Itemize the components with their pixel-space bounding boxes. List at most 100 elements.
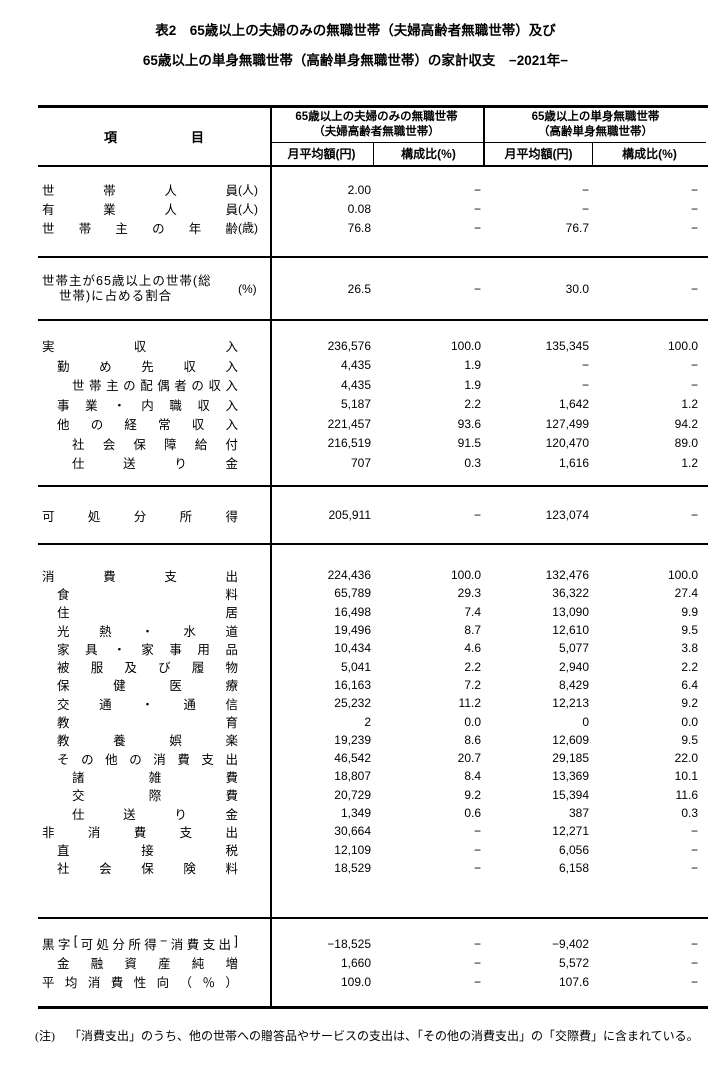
value-cell: 30.0 (565, 281, 589, 296)
item-label-char: 得 (225, 509, 238, 524)
item-label-char: ・ (141, 697, 154, 712)
value-cell: 4.6 (464, 641, 481, 656)
item-label-char: 険 (183, 862, 196, 877)
item-column-header-char: 目 (190, 130, 204, 145)
item-label-char: 世 (42, 184, 55, 198)
value-cell: 10.1 (674, 769, 698, 784)
item-label-char: そ (57, 752, 70, 767)
value-cell: − (473, 955, 481, 970)
item-label-char: 増 (225, 957, 238, 971)
value-cell: − (473, 936, 481, 951)
value-cell: 107.6 (558, 974, 589, 989)
item-label-justified: 被服及び履物 (57, 657, 238, 676)
value-cell: − (690, 936, 698, 951)
item-label-char: 事 (169, 642, 182, 657)
item-label: 黒字[可処分所得 − 消費支出] (38, 934, 270, 953)
value-cell: 1.2 (681, 455, 698, 470)
couple-group-header: 65歳以上の夫婦のみの無職世帯 （夫婦高齢者無職世帯） 月平均額(円) 構成比(… (270, 108, 485, 165)
item-column-header-label: 項目 (104, 127, 204, 146)
value-cell: − (690, 182, 698, 197)
item-label: 事業・内職収入 (38, 395, 270, 414)
value-cell: 18,807 (334, 769, 371, 784)
value-cell: − (473, 508, 481, 522)
item-label-char: 信 (225, 697, 238, 712)
item-label-char: 収 (183, 359, 196, 374)
value-cell: 2.2 (464, 397, 481, 412)
value-cell: 19,239 (334, 732, 371, 747)
item-label-char: 費 (177, 752, 190, 767)
value-cell: 0 (582, 714, 589, 729)
value-cell: 6.4 (681, 677, 698, 692)
item-label-justified: 交 通 ・ 通 信 (57, 694, 238, 713)
value-cell: − (690, 860, 698, 875)
item-label-char: 他 (105, 752, 118, 767)
value-cell: 707 (350, 455, 371, 470)
item-unit: (%) (238, 281, 257, 296)
item-label-char: 金 (57, 957, 70, 971)
item-label-justified: 他の経常収入 (57, 414, 238, 433)
item-label-justified: 事業・内職収入 (57, 395, 238, 414)
value-cell: 0.6 (464, 806, 481, 820)
item-label: 保健医療 (38, 675, 270, 694)
item-label-char: 出 (225, 569, 238, 584)
item-label-justified: 金融資産純増 (57, 953, 238, 972)
item-label-char: 健 (113, 679, 126, 694)
value-cell: 94.2 (674, 416, 698, 431)
item-label-char: （ (179, 976, 193, 990)
item-label: 被服及び履物 (38, 657, 270, 676)
item-label-justified: 交際費 (72, 785, 238, 804)
value-cell: 1.9 (464, 358, 481, 373)
item-label-char: 服 (90, 661, 104, 676)
table-row: 他 の 経 常 収 入 221,457 93.6 127,499 94.2 (38, 414, 708, 434)
item-label-char: 消 (170, 938, 184, 952)
item-label-justified: 仕送り金 (72, 804, 238, 823)
item-label-char: 実 (42, 340, 55, 355)
item-column-header-char: 項 (104, 130, 118, 145)
footnote-text: 「消費支出」のうち、他の世帯への贈答品やサービスの支出は、「その他の消費支出」の… (69, 1029, 699, 1043)
item-label-char: 養 (113, 734, 126, 749)
item-label-char: 交 (57, 697, 70, 712)
item-label-justified: 住居 (57, 602, 238, 621)
value-cell: 9.5 (681, 732, 698, 747)
item-label-char: 分 (112, 938, 125, 952)
item-label: 交際費 (38, 785, 270, 804)
item-label-char: 事 (57, 398, 70, 413)
item-label-char: 仕 (72, 807, 85, 822)
item-label-char: 消 (153, 752, 166, 767)
value-cell: 8.6 (464, 732, 481, 747)
item-label-char: 先 (141, 359, 154, 374)
item-label-char: 費 (103, 569, 116, 584)
item-label-justified: 平均消費性向 （ ％ ） (42, 972, 238, 991)
table-row: 社 会 保 障 給 付 216,519 91.5 120,470 89.0 (38, 434, 708, 454)
item-label-char: 齢 (225, 222, 238, 236)
value-cell: 13,369 (552, 769, 589, 784)
value-cell: 11.2 (458, 696, 481, 711)
item-label-justified: 光 熱 ・ 水 道 (57, 621, 238, 640)
table-row: 仕 送 り 金 1,349 0.6 387 0.3 (38, 804, 708, 822)
value-cell: 8.7 (464, 623, 481, 638)
value-cell: 2.00 (347, 182, 371, 197)
table-row: 社 会 保 険 料 18,529 − 6,158 − (38, 859, 708, 877)
value-cell: 2.2 (681, 659, 698, 674)
item-label-char: 収 (191, 418, 205, 433)
value-cell: 65,789 (334, 586, 371, 601)
value-cell: 5,187 (340, 397, 371, 412)
table-row: 被 服 及 び 履 物 5,041 2.2 2,940 2.2 (38, 657, 708, 676)
item-label-char: 教 (57, 716, 70, 731)
item-label-char: 接 (141, 844, 154, 859)
item-label-char: 消 (42, 569, 55, 584)
table-row: 教育 2 0.0 0 0.0 (38, 712, 708, 731)
table-row: 交 通 ・ 通 信 25,232 11.2 12,213 9.2 (38, 694, 708, 712)
item-label: 仕送り金 (38, 804, 270, 823)
value-cell: 12,213 (552, 696, 589, 711)
value-cell: − (690, 974, 698, 989)
value-cell: 7.4 (464, 604, 481, 619)
item-label-char: 教 (57, 734, 70, 749)
item-label-char: 可 (42, 509, 55, 524)
item-label: 世帯主が65歳以上の世帯(総 世帯)に占める割合 (%) (38, 274, 270, 304)
item-label: 仕送り金 (38, 453, 270, 472)
item-label-char: [ (73, 934, 78, 948)
item-label-char: の (191, 379, 204, 394)
item-label-char: 偶 (157, 379, 170, 394)
couple-group-title-line1: 65歳以上の夫婦のみの無職世帯 (295, 111, 458, 123)
